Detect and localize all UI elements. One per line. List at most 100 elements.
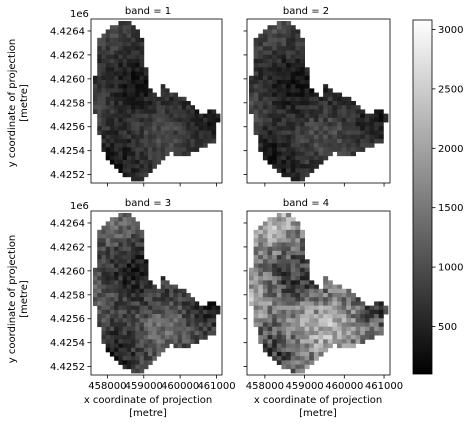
raster-cell [93,96,98,102]
raster-cell [139,176,145,182]
raster-cell [152,109,157,115]
raster-cell [332,96,338,102]
raster-cell [118,221,124,227]
raster-cell [122,159,128,165]
raster-cell [126,84,132,89]
raster-cell [337,301,343,307]
raster-cell [139,314,145,319]
raster-cell [378,309,384,315]
raster-cell [332,126,338,131]
raster-cell [190,318,195,323]
raster-cell [374,301,380,307]
raster-cell [337,293,343,298]
raster-cell [135,101,140,106]
raster-cell [258,84,264,89]
raster-cell [164,138,170,144]
y-tick-label: 4.4254 [50,338,85,349]
raster-cell [135,330,140,336]
raster-cell [131,221,136,227]
raster-cell [309,322,315,328]
raster-cell [190,134,195,140]
raster-cell [304,276,310,281]
raster-cell [286,96,292,102]
raster-cell [122,71,128,77]
raster-cell [114,33,119,39]
raster-cell [290,172,296,178]
raster-cell [350,305,356,311]
raster-cell [181,101,187,106]
raster-cell [118,288,124,294]
raster-cell [276,101,282,106]
raster-cell [139,96,145,102]
raster-cell [114,130,119,136]
raster-cell [164,335,170,340]
raster-cell [135,343,140,349]
raster-cell [253,96,259,102]
raster-cell [290,96,296,102]
raster-cell [169,130,174,136]
raster-cell [258,225,264,231]
raster-cell [194,109,200,115]
raster-cell [143,168,149,173]
raster-cell [101,58,107,64]
raster-cell [164,343,170,349]
raster-cell [304,172,310,178]
raster-cell [122,335,128,340]
raster-cell [267,297,273,302]
raster-cell [290,267,296,273]
x-tick-label: 461000 [365,381,403,392]
raster-cell [143,356,149,361]
raster-cell [313,301,319,307]
raster-cell [290,263,296,269]
raster-cell [323,84,329,89]
raster-cell [181,314,187,319]
raster-cell [97,322,102,328]
raster-cell [267,92,273,98]
raster-cell [276,217,282,222]
raster-cell [156,343,162,349]
raster-cell [295,147,301,152]
raster-cell [290,67,296,72]
raster-cell [327,343,333,349]
raster-cell [267,58,273,64]
raster-cell [281,71,287,77]
raster-cell [164,288,170,294]
raster-cell [114,37,119,43]
raster-cell [97,242,102,248]
raster-cell [350,126,356,131]
raster-cell [364,309,370,315]
raster-cell [101,339,107,344]
raster-cell [118,276,124,281]
raster-cell [139,67,145,72]
raster-cell [122,293,128,298]
raster-cell [131,246,136,252]
raster-cell [207,122,212,127]
raster-cell [276,42,282,47]
raster-cell [160,155,166,161]
raster-cell [135,293,140,298]
raster-cell [318,151,324,157]
raster-cell [374,117,380,123]
raster-cell [318,143,324,148]
raster-cell [105,318,111,323]
raster-cell [160,134,166,140]
raster-cell [267,46,273,51]
raster-cell [148,109,153,115]
raster-cell [369,143,375,148]
raster-cell [286,105,292,110]
raster-cell [135,280,140,285]
raster-cell [198,305,204,311]
raster-cell [309,147,315,152]
raster-cell [267,113,273,119]
raster-cell [105,92,111,98]
raster-cell [272,122,278,127]
raster-cell [262,267,268,273]
raster-cell [346,297,352,302]
raster-cell [139,356,145,361]
raster-cell [286,50,292,56]
raster-cell [309,168,315,173]
raster-cell [160,113,166,119]
raster-cell [194,318,200,323]
raster-cell [93,84,98,89]
panel-band-2 [243,18,391,187]
